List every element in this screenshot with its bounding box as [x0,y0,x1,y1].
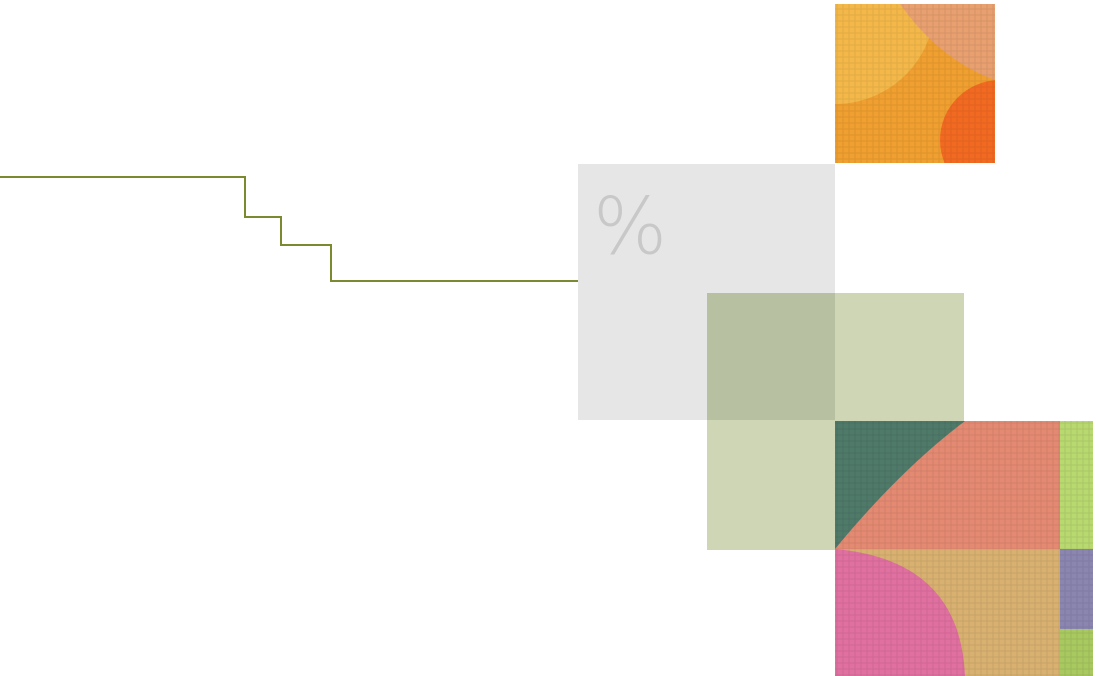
step-line [0,176,578,282]
overlap-tile [707,293,835,420]
percent-symbol: % [593,183,667,273]
patchwork-tile [835,421,1093,676]
orange-tile [835,4,995,163]
